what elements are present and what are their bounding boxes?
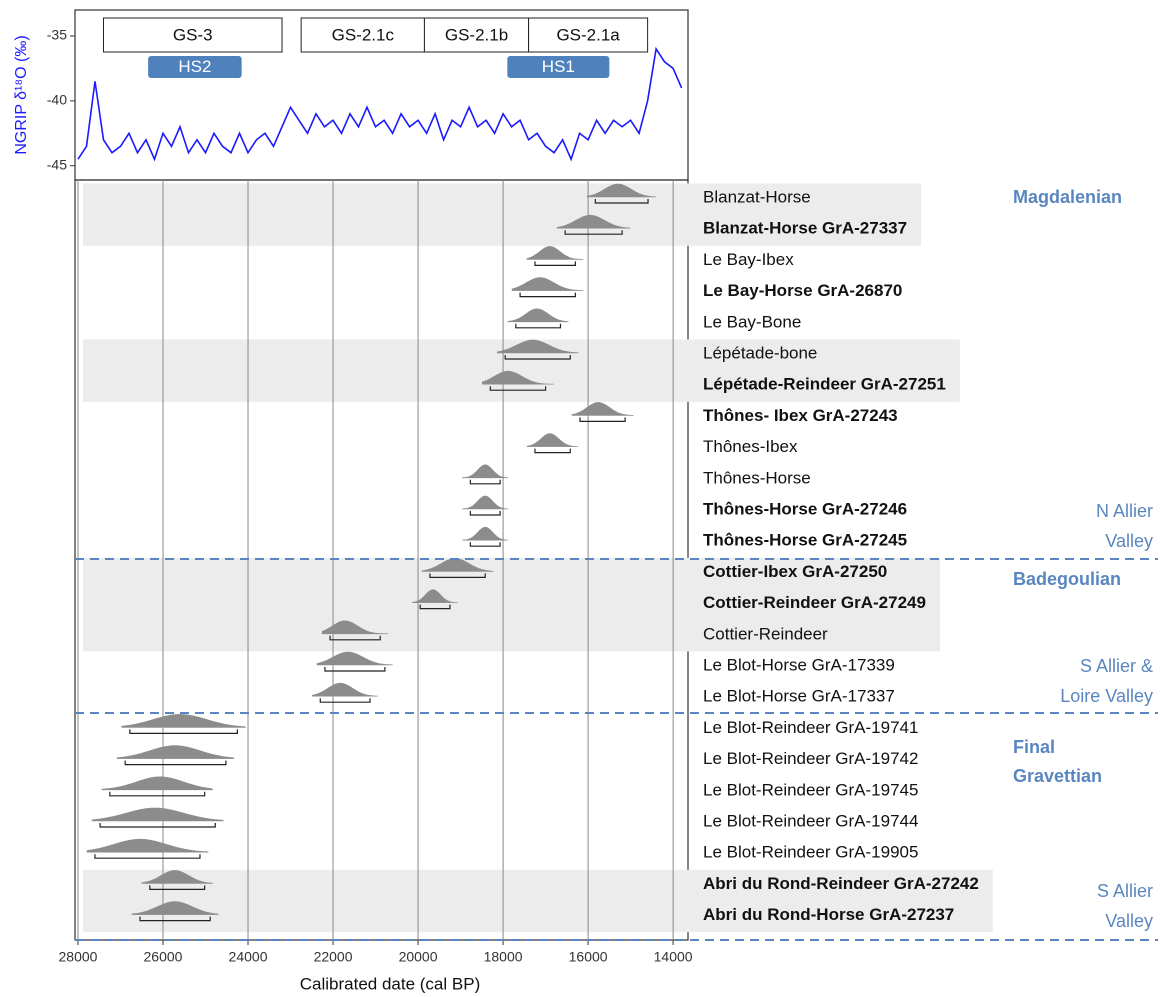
- sample-label: Cottier-Reindeer GrA-27249: [703, 593, 926, 612]
- region-label: S Allier &: [1080, 656, 1153, 676]
- date-distribution: [508, 309, 569, 322]
- sample-label: Blanzat-Horse: [703, 187, 811, 206]
- x-tick-label: 24000: [229, 949, 268, 965]
- event-label: HS1: [542, 57, 575, 76]
- sample-label: Le Blot-Reindeer GrA-19744: [703, 811, 918, 830]
- x-tick-label: 14000: [654, 949, 693, 965]
- sample-label: Blanzat-Horse GrA-27337: [703, 219, 907, 238]
- date-distribution: [312, 683, 378, 696]
- date-range: [470, 480, 500, 484]
- period-label: Final: [1013, 737, 1055, 757]
- date-range: [580, 417, 625, 421]
- date-range: [100, 823, 215, 827]
- x-tick-label: 16000: [569, 949, 608, 965]
- stadial-label: GS-2.1c: [332, 25, 395, 44]
- date-distribution: [462, 465, 508, 478]
- period-label: Gravettian: [1013, 766, 1102, 786]
- date-range: [95, 854, 200, 858]
- sample-label: Thônes-Horse GrA-27245: [703, 531, 907, 550]
- sample-label: Lépétade-bone: [703, 343, 817, 362]
- date-range: [325, 667, 385, 671]
- stadial-label: GS-3: [173, 25, 213, 44]
- x-axis-title: Calibrated date (cal BP): [300, 974, 480, 993]
- sample-label: Le Blot-Horse GrA-17339: [703, 655, 895, 674]
- date-distribution: [462, 527, 508, 540]
- date-range: [535, 449, 570, 453]
- stadial-label: GS-2.1b: [445, 25, 508, 44]
- stadial-label: GS-2.1a: [556, 25, 620, 44]
- y-tick-label: -45: [47, 156, 67, 172]
- sample-label: Le Blot-Reindeer GrA-19741: [703, 718, 918, 737]
- sample-label: Lépétade-Reindeer GrA-27251: [703, 375, 946, 394]
- date-distribution: [117, 746, 234, 759]
- region-label: N Allier: [1096, 501, 1153, 521]
- date-range: [125, 761, 226, 765]
- sample-label: Thônes-Horse GrA-27246: [703, 499, 907, 518]
- date-range: [320, 698, 370, 702]
- sample-label: Abri du Rond-Horse GrA-27237: [703, 905, 954, 924]
- date-distribution: [122, 714, 246, 727]
- sample-label: Le Bay-Ibex: [703, 250, 794, 269]
- y-tick-label: -40: [47, 92, 67, 108]
- date-range: [130, 729, 238, 733]
- date-range: [535, 261, 575, 265]
- y-tick-label: -35: [47, 27, 67, 43]
- x-tick-label: 28000: [59, 949, 98, 965]
- date-distribution: [512, 278, 583, 291]
- sample-label: Le Blot-Reindeer GrA-19742: [703, 749, 918, 768]
- date-distribution: [317, 652, 393, 665]
- date-range: [516, 324, 561, 328]
- sample-label: Le Blot-Reindeer GrA-19745: [703, 780, 918, 799]
- figure: NGRIP δ¹⁸O (‰) Calibrated date (cal BP) …: [0, 0, 1160, 997]
- date-range: [110, 792, 205, 796]
- sample-label: Le Blot-Horse GrA-17337: [703, 687, 895, 706]
- y-axis-title: NGRIP δ¹⁸O (‰): [13, 35, 30, 154]
- date-distribution: [462, 496, 508, 509]
- date-distribution: [527, 434, 578, 447]
- sample-label: Cottier-Ibex GrA-27250: [703, 562, 887, 581]
- date-range: [470, 542, 500, 546]
- period-label: Badegoulian: [1013, 569, 1121, 589]
- date-distribution: [92, 808, 223, 821]
- date-range: [470, 511, 500, 515]
- sample-label: Thônes-Ibex: [703, 437, 798, 456]
- x-tick-label: 22000: [314, 949, 353, 965]
- region-label: Valley: [1105, 531, 1153, 551]
- region-label: Loire Valley: [1060, 686, 1153, 706]
- sample-label: Thônes-Horse: [703, 468, 811, 487]
- region-label: Valley: [1105, 911, 1153, 931]
- sample-label: Cottier-Reindeer: [703, 624, 828, 643]
- period-label: Magdalenian: [1013, 187, 1122, 207]
- date-distribution: [572, 402, 633, 415]
- x-tick-label: 20000: [399, 949, 438, 965]
- sample-label: Le Bay-Bone: [703, 312, 801, 331]
- event-label: HS2: [178, 57, 211, 76]
- date-range: [520, 293, 575, 297]
- sample-label: Le Blot-Reindeer GrA-19905: [703, 843, 918, 862]
- date-distribution: [87, 839, 208, 852]
- region-label: S Allier: [1097, 881, 1153, 901]
- sample-label: Thônes- Ibex GrA-27243: [703, 406, 898, 425]
- x-tick-label: 26000: [144, 949, 183, 965]
- sample-label: Abri du Rond-Reindeer GrA-27242: [703, 874, 979, 893]
- sample-label: Le Bay-Horse GrA-26870: [703, 281, 902, 300]
- date-distribution: [102, 777, 213, 790]
- date-distribution: [527, 246, 583, 259]
- x-tick-label: 18000: [484, 949, 523, 965]
